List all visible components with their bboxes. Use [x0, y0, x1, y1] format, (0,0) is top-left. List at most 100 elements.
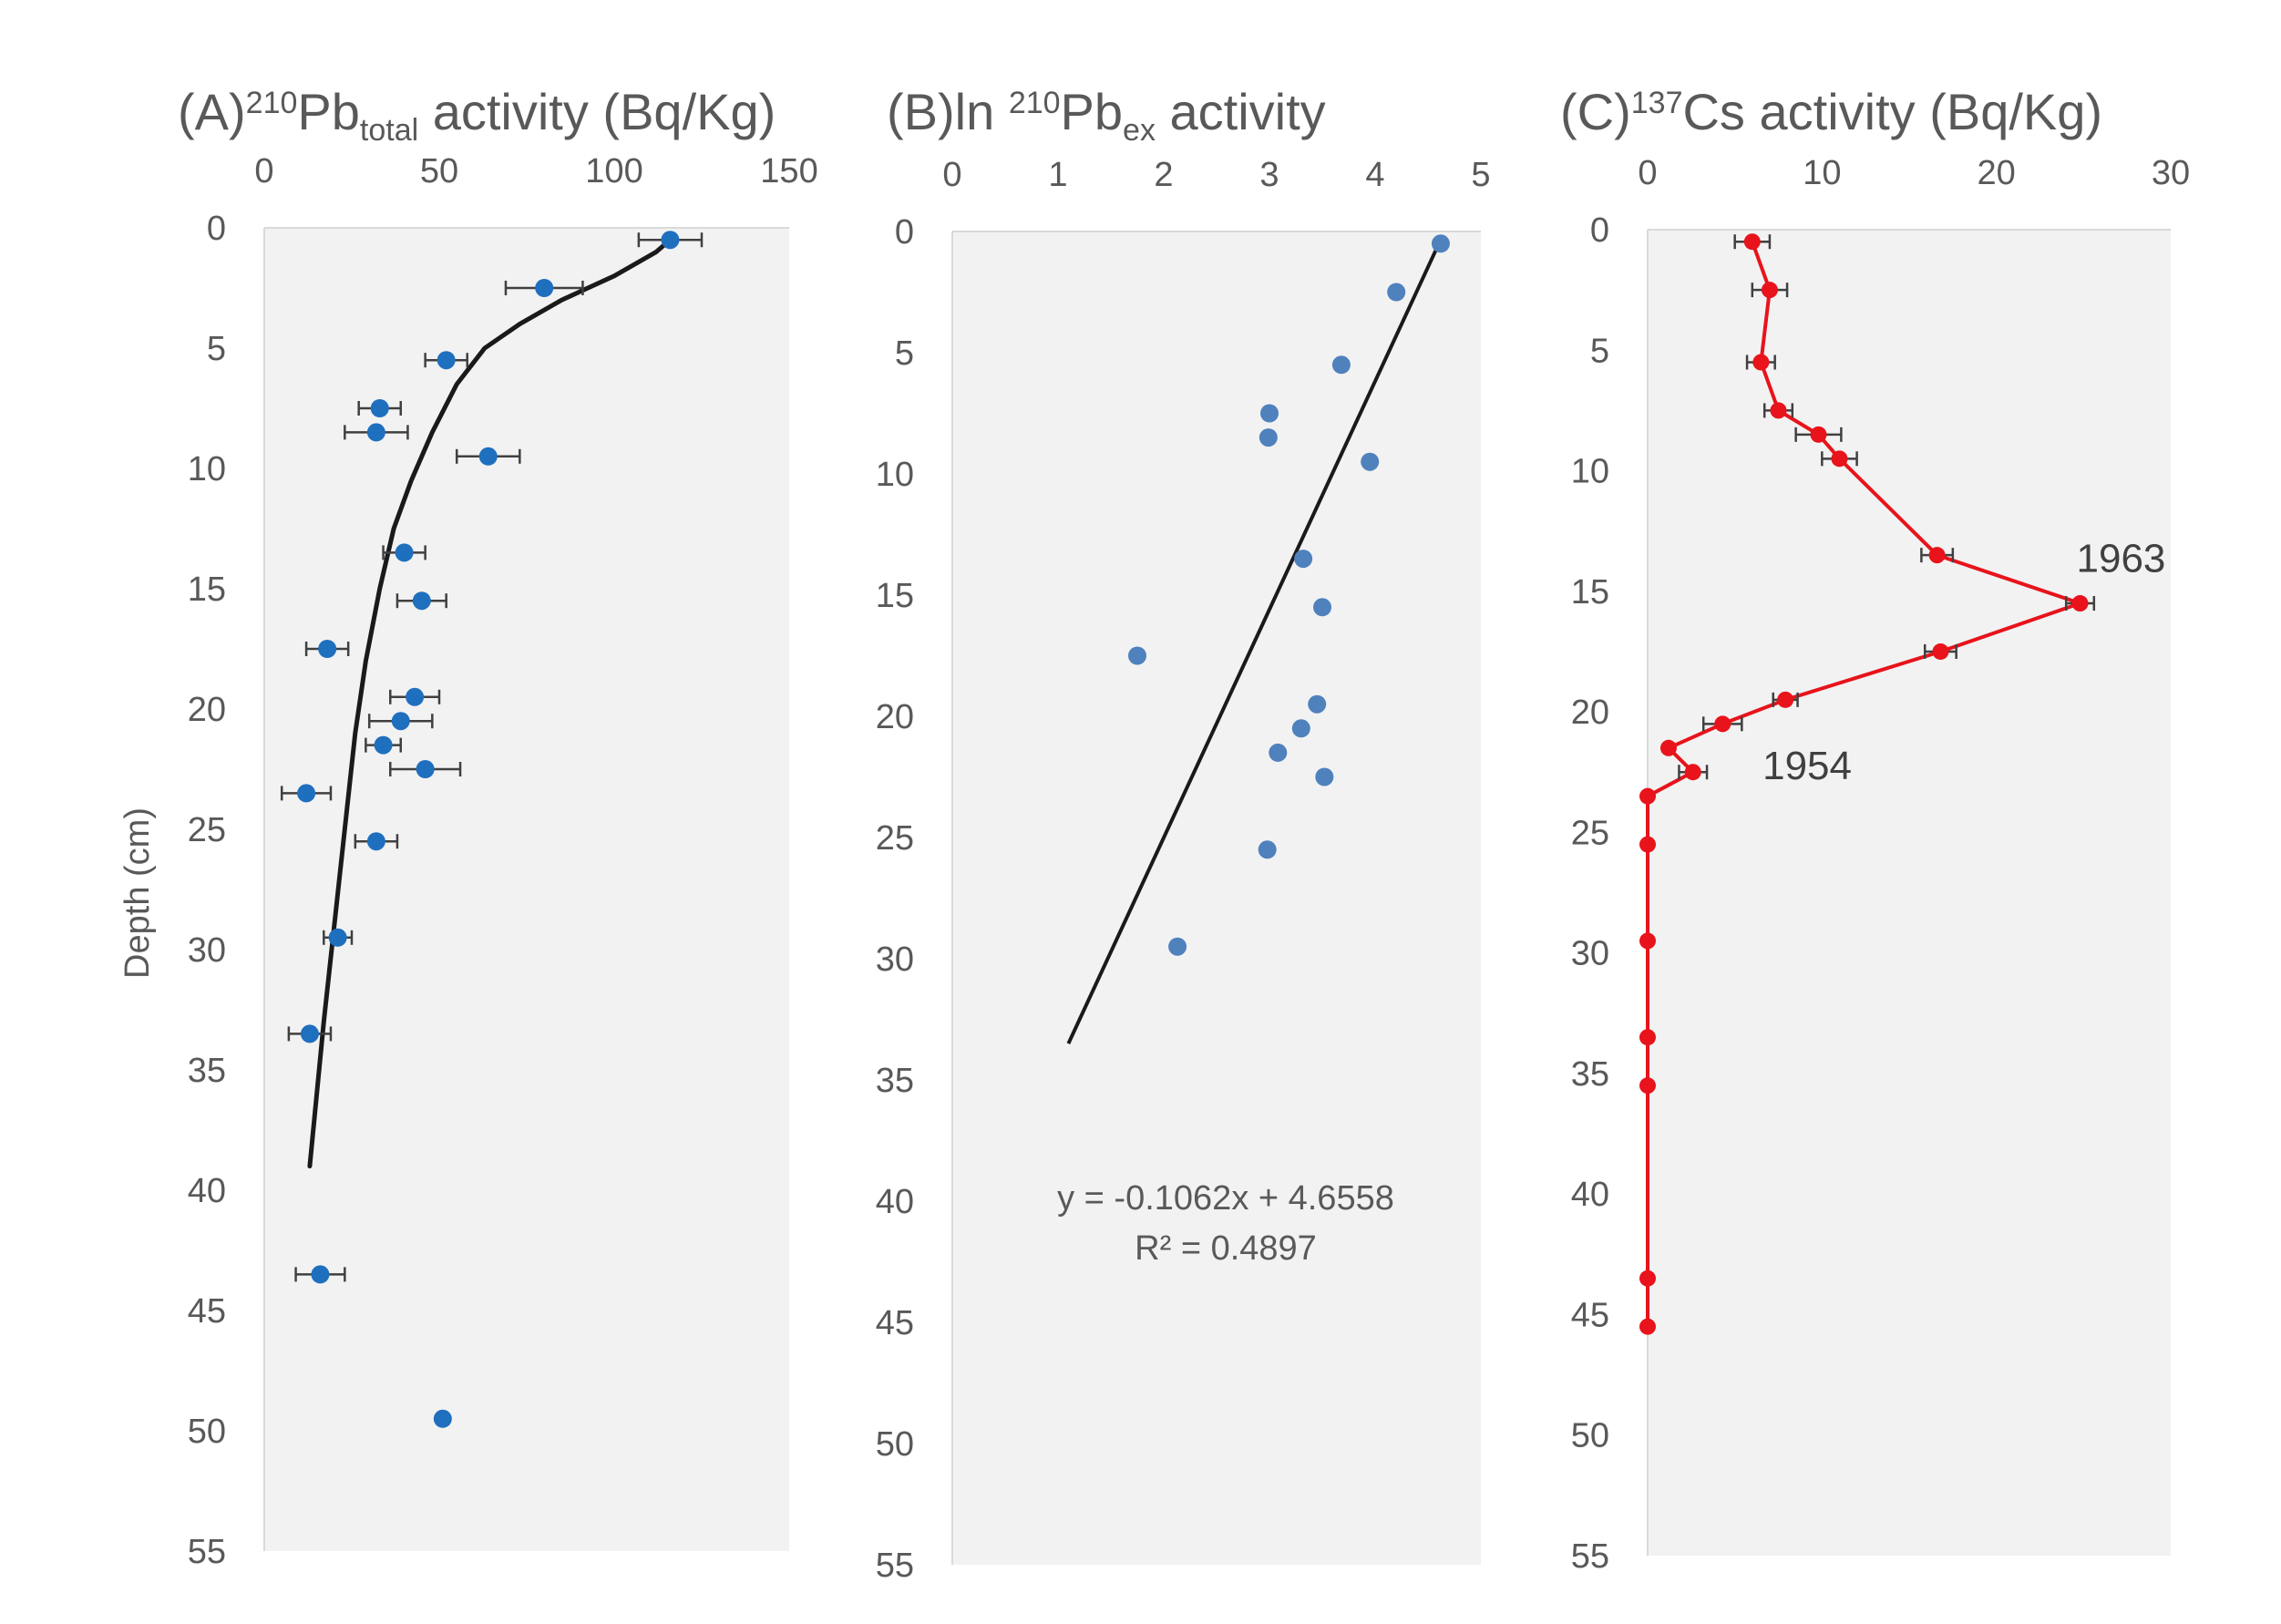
y-tick-label: 15 [876, 577, 914, 615]
data-point [370, 399, 389, 417]
data-point [1752, 354, 1770, 371]
data-point [1128, 646, 1146, 665]
x-tick-label: 3 [1259, 156, 1279, 194]
data-point [535, 279, 554, 297]
data-point [297, 784, 316, 803]
panels: (A)210Pbtotal activity (Bq/Kg)0 50 100 1500… [178, 83, 2190, 1585]
y-tick-label: 50 [1571, 1417, 1609, 1455]
data-point [1639, 1077, 1656, 1095]
data-point [1639, 1318, 1656, 1335]
y-tick-label: 50 [876, 1425, 914, 1464]
y-tick-label: 35 [188, 1052, 226, 1090]
data-point [1639, 932, 1656, 950]
panel-title: (A)210Pbtotal activity (Bq/Kg) [178, 83, 776, 148]
data-point [478, 447, 498, 466]
data-point [300, 1024, 319, 1043]
y-tick-label: 30 [1571, 935, 1609, 973]
data-point [1315, 767, 1334, 786]
data-point [1260, 404, 1279, 423]
y-tick-label: 10 [876, 456, 914, 494]
panel-label: (B) [887, 83, 955, 140]
panel-c: (C)137Cs activity (Bq/Kg) 0 10 20 30 0 5 10 15 20… [1560, 83, 2190, 1576]
data-point [1168, 937, 1187, 956]
data-point [437, 351, 456, 370]
data-point [1777, 691, 1794, 708]
y-tick-label: 15 [1571, 573, 1609, 612]
data-point [412, 591, 431, 611]
y-tick-label: 20 [876, 698, 914, 736]
data-point [433, 1409, 452, 1428]
data-point [1743, 233, 1761, 251]
y-tick-label: 40 [876, 1183, 914, 1221]
panel-title: (C)137Cs activity (Bq/Kg) [1560, 83, 2102, 140]
data-point [1770, 402, 1787, 419]
data-point [1932, 642, 1949, 660]
y-tick-label: 0 [895, 213, 914, 252]
data-point [1639, 1269, 1656, 1287]
year-annotation: 1963 [2077, 537, 2166, 581]
r-squared: R² = 0.4897 [1135, 1229, 1317, 1268]
data-point [1831, 450, 1848, 468]
x-tick-label: 150 [760, 152, 817, 190]
data-point [395, 543, 414, 562]
data-point [366, 423, 385, 442]
x-tick-label: 10 [1803, 154, 1841, 192]
x-tick-label: 30 [2152, 154, 2190, 192]
title-subscript: ex [1123, 113, 1156, 148]
data-point [374, 735, 393, 755]
data-point [1639, 836, 1656, 853]
data-point [1313, 598, 1331, 617]
panel-a: (A)210Pbtotal activity (Bq/Kg) 0 50 100 150 0… [178, 83, 818, 1571]
y-tick-label: 55 [188, 1533, 226, 1571]
data-point [1659, 739, 1677, 756]
y-tick-label: 0 [207, 210, 226, 248]
y-tick-label: 30 [876, 940, 914, 979]
y-tick-label: 55 [1571, 1537, 1609, 1576]
y-tick-label: 25 [188, 811, 226, 849]
data-point [1810, 426, 1827, 443]
y-axis-title: Depth (cm) [118, 807, 157, 979]
x-tick-label: 5 [1471, 156, 1490, 194]
data-point [366, 832, 385, 851]
x-tick-label: 100 [585, 152, 642, 190]
data-point [328, 928, 347, 947]
regression-line [1066, 242, 1441, 1044]
data-point [1269, 743, 1288, 762]
x-tick-label: 2 [1154, 156, 1173, 194]
y-tick-label: 10 [1571, 453, 1609, 491]
data-point [1291, 719, 1310, 738]
title-superscript: 137 [1631, 86, 1683, 120]
data-point [391, 712, 410, 731]
plot-area [952, 231, 1481, 1565]
panel-title: (B)ln 210Pbex activity [887, 83, 1326, 148]
data-point [1259, 428, 1278, 447]
title-superscript: 210 [1009, 86, 1061, 120]
title-main: Cs activity (Bq/Kg) [1682, 83, 2102, 140]
data-point [1928, 547, 1946, 564]
title-subscript: total [360, 113, 418, 148]
y-tick-label: 35 [876, 1062, 914, 1100]
data-point [2071, 595, 2089, 612]
x-tick-label: 50 [420, 152, 458, 190]
y-tick-label: 40 [1571, 1176, 1609, 1214]
y-tick-label: 20 [1571, 694, 1609, 732]
data-point [1639, 787, 1656, 805]
y-tick-label: 50 [188, 1413, 226, 1451]
y-tick-label: 30 [188, 931, 226, 970]
regression-equation: y = -0.1062x + 4.6558 [1057, 1179, 1394, 1218]
data-point [406, 687, 425, 706]
title-rest: activity (Bq/Kg) [418, 83, 776, 140]
y-tick-label: 45 [876, 1304, 914, 1342]
x-tick-label: 0 [254, 152, 273, 190]
y-tick-label: 40 [188, 1172, 226, 1210]
y-tick-label: 5 [895, 334, 914, 373]
data-point [311, 1265, 330, 1284]
data-point [1431, 234, 1450, 253]
data-point [1761, 282, 1778, 299]
x-tick-label: 20 [1978, 154, 2016, 192]
x-tick-label: 0 [1638, 154, 1657, 192]
year-annotation: 1954 [1762, 744, 1852, 788]
y-tick-label: 25 [1571, 814, 1609, 852]
x-tick-label: 4 [1365, 156, 1384, 194]
